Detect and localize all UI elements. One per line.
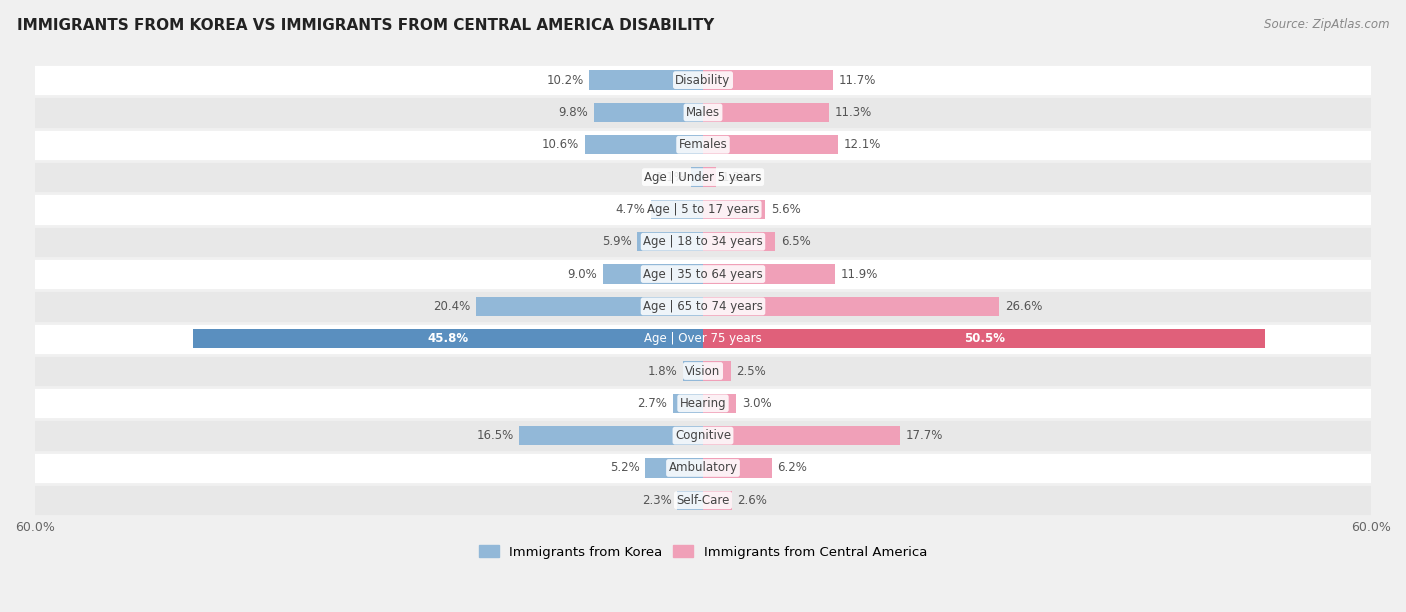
Text: Males: Males	[686, 106, 720, 119]
Bar	[703, 168, 717, 187]
Bar	[703, 329, 1265, 348]
Bar	[519, 426, 703, 446]
Bar	[35, 96, 1371, 129]
Text: 20.4%: 20.4%	[433, 300, 470, 313]
Text: 5.2%: 5.2%	[610, 461, 640, 474]
Bar	[35, 387, 1371, 419]
Bar	[585, 135, 703, 154]
Bar	[35, 452, 1371, 484]
Bar	[603, 264, 703, 284]
Text: 16.5%: 16.5%	[477, 429, 513, 442]
Bar	[475, 297, 703, 316]
Text: Source: ZipAtlas.com: Source: ZipAtlas.com	[1264, 18, 1389, 31]
Text: 6.5%: 6.5%	[780, 235, 811, 248]
Text: 1.1%: 1.1%	[655, 171, 685, 184]
Text: 2.3%: 2.3%	[643, 494, 672, 507]
Bar	[683, 361, 703, 381]
Bar	[703, 135, 838, 154]
Bar	[35, 129, 1371, 161]
Bar	[35, 290, 1371, 323]
Text: Age | 65 to 74 years: Age | 65 to 74 years	[643, 300, 763, 313]
Text: Age | 18 to 34 years: Age | 18 to 34 years	[643, 235, 763, 248]
Text: 2.7%: 2.7%	[637, 397, 668, 410]
Bar	[703, 70, 834, 90]
Text: 11.3%: 11.3%	[834, 106, 872, 119]
Text: 2.6%: 2.6%	[738, 494, 768, 507]
Legend: Immigrants from Korea, Immigrants from Central America: Immigrants from Korea, Immigrants from C…	[474, 540, 932, 564]
Text: Cognitive: Cognitive	[675, 429, 731, 442]
Text: 9.8%: 9.8%	[558, 106, 588, 119]
Text: 17.7%: 17.7%	[905, 429, 943, 442]
Text: 2.5%: 2.5%	[737, 365, 766, 378]
Bar	[35, 419, 1371, 452]
Text: IMMIGRANTS FROM KOREA VS IMMIGRANTS FROM CENTRAL AMERICA DISABILITY: IMMIGRANTS FROM KOREA VS IMMIGRANTS FROM…	[17, 18, 714, 34]
Text: 9.0%: 9.0%	[568, 267, 598, 280]
Bar	[35, 161, 1371, 193]
Text: 6.2%: 6.2%	[778, 461, 807, 474]
Text: 10.2%: 10.2%	[547, 73, 583, 87]
Text: Age | Under 5 years: Age | Under 5 years	[644, 171, 762, 184]
Bar	[589, 70, 703, 90]
Text: 11.7%: 11.7%	[839, 73, 876, 87]
Bar	[703, 297, 1000, 316]
Text: 3.0%: 3.0%	[742, 397, 772, 410]
Text: 5.6%: 5.6%	[770, 203, 800, 216]
Bar	[651, 200, 703, 219]
Text: 12.1%: 12.1%	[844, 138, 880, 151]
Text: 4.7%: 4.7%	[616, 203, 645, 216]
Text: 26.6%: 26.6%	[1005, 300, 1042, 313]
Bar	[593, 103, 703, 122]
Bar	[703, 361, 731, 381]
Text: 50.5%: 50.5%	[963, 332, 1005, 345]
Text: Disability: Disability	[675, 73, 731, 87]
Bar	[678, 491, 703, 510]
Bar	[35, 323, 1371, 355]
Bar	[35, 258, 1371, 290]
Bar	[193, 329, 703, 348]
Text: Ambulatory: Ambulatory	[668, 461, 738, 474]
Text: Vision: Vision	[685, 365, 721, 378]
Text: 1.2%: 1.2%	[721, 171, 752, 184]
Bar	[673, 394, 703, 413]
Text: Self-Care: Self-Care	[676, 494, 730, 507]
Bar	[703, 491, 733, 510]
Bar	[703, 426, 900, 446]
Bar	[637, 232, 703, 252]
Bar	[35, 64, 1371, 96]
Bar	[703, 264, 835, 284]
Text: 5.9%: 5.9%	[602, 235, 631, 248]
Bar	[703, 200, 765, 219]
Text: 45.8%: 45.8%	[427, 332, 468, 345]
Text: Females: Females	[679, 138, 727, 151]
Bar	[703, 232, 775, 252]
Text: 1.8%: 1.8%	[648, 365, 678, 378]
Text: Age | Over 75 years: Age | Over 75 years	[644, 332, 762, 345]
Bar	[35, 193, 1371, 226]
Text: 10.6%: 10.6%	[543, 138, 579, 151]
Bar	[35, 226, 1371, 258]
Bar	[690, 168, 703, 187]
Text: Hearing: Hearing	[679, 397, 727, 410]
Bar	[703, 103, 828, 122]
Text: Age | 5 to 17 years: Age | 5 to 17 years	[647, 203, 759, 216]
Bar	[703, 394, 737, 413]
Text: 11.9%: 11.9%	[841, 267, 879, 280]
Bar	[703, 458, 772, 477]
Bar	[645, 458, 703, 477]
Text: Age | 35 to 64 years: Age | 35 to 64 years	[643, 267, 763, 280]
Bar	[35, 355, 1371, 387]
Bar	[35, 484, 1371, 517]
